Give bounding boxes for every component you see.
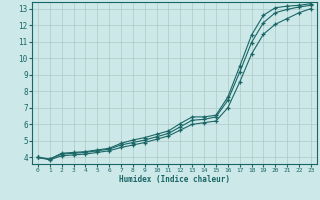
X-axis label: Humidex (Indice chaleur): Humidex (Indice chaleur) (119, 175, 230, 184)
